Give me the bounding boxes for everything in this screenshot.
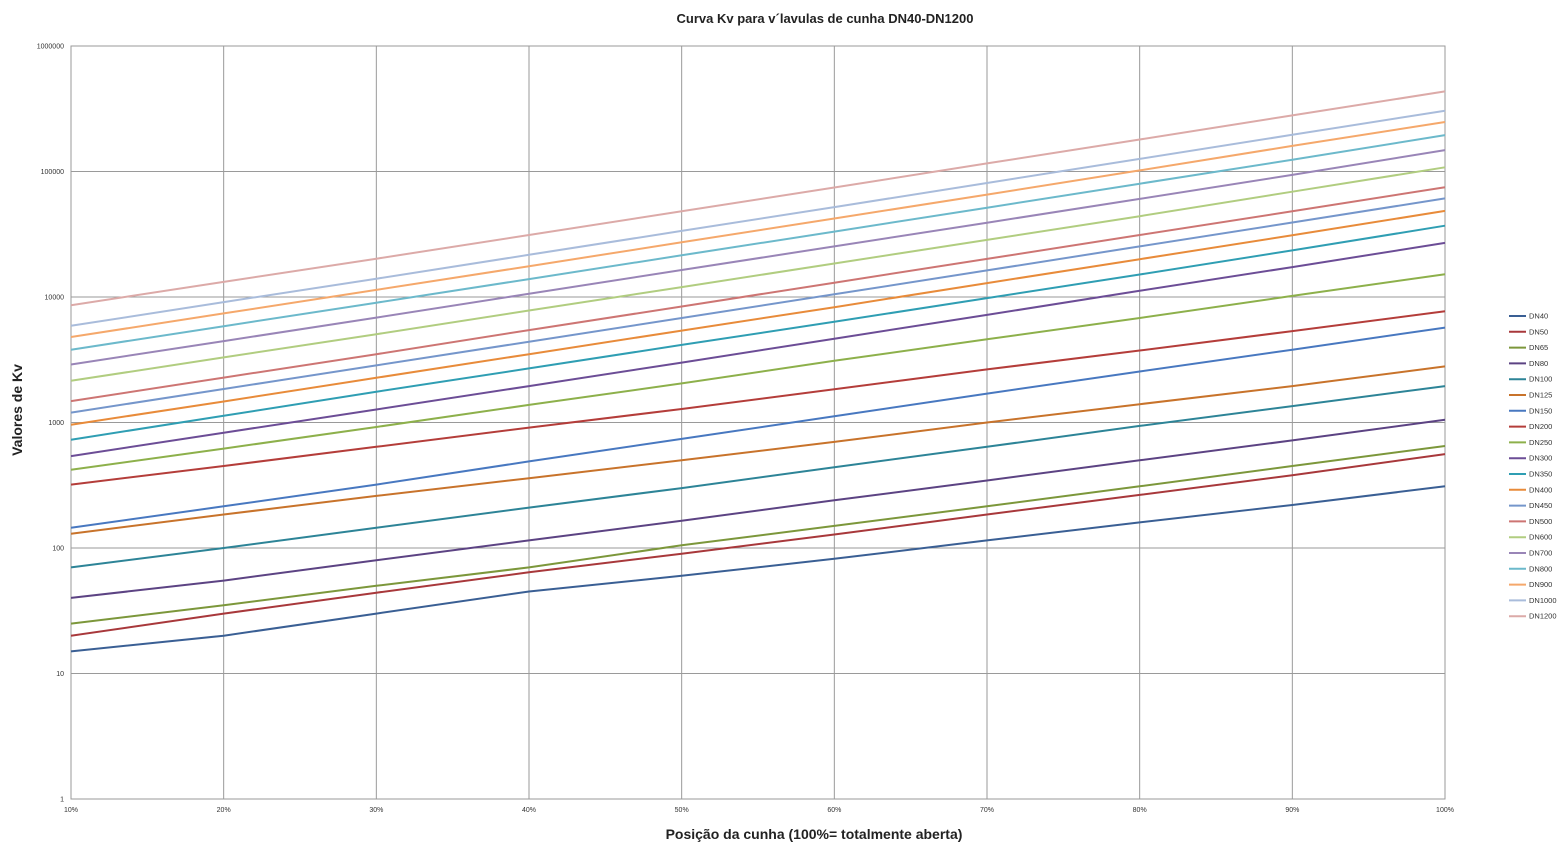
legend-label: DN40 <box>1529 312 1548 321</box>
x-axis-ticks: 10% 20% 30% 40% 50% 60% 70% 80% 90% 100% <box>64 807 1454 814</box>
legend-label: DN80 <box>1529 359 1548 368</box>
series-line-dn900 <box>70 121 1446 338</box>
legend-item-dn700: DN700 <box>1509 549 1552 558</box>
legend-item-dn450: DN450 <box>1509 501 1552 510</box>
legend-item-dn600: DN600 <box>1509 533 1552 542</box>
legend-item-dn40: DN40 <box>1509 312 1548 321</box>
legend-item-dn800: DN800 <box>1509 564 1552 573</box>
x-tick-label: 50% <box>675 807 689 814</box>
legend-item-dn400: DN400 <box>1509 485 1552 494</box>
legend-label: DN300 <box>1529 454 1552 463</box>
series-line-dn600 <box>70 166 1446 382</box>
legend-label: DN1000 <box>1529 596 1557 605</box>
legend-item-dn150: DN150 <box>1509 406 1552 415</box>
chart-title: Curva Kv para v´lavulas de cunha DN40-DN… <box>677 11 974 26</box>
series-line-dn40 <box>70 485 1446 653</box>
series-line-dn450 <box>70 197 1446 414</box>
y-tick-label: 10000 <box>45 295 65 302</box>
legend-item-dn350: DN350 <box>1509 470 1552 479</box>
legend-label: DN100 <box>1529 375 1552 384</box>
series-line-dn80 <box>70 418 1446 599</box>
legend-label: DN50 <box>1529 327 1548 336</box>
legend-label: DN200 <box>1529 422 1552 431</box>
legend-label: DN400 <box>1529 485 1552 494</box>
legend-item-dn100: DN100 <box>1509 375 1552 384</box>
y-tick-label: 1000000 <box>37 44 64 51</box>
series-line-dn65 <box>70 445 1446 625</box>
legend-label: DN150 <box>1529 406 1552 415</box>
series-line-dn250 <box>70 273 1446 471</box>
legend-label: DN500 <box>1529 517 1552 526</box>
y-tick-label: 1000 <box>48 420 64 427</box>
y-tick-label: 100000 <box>41 169 64 176</box>
legend-label: DN1200 <box>1529 612 1557 621</box>
series-line-dn1000 <box>70 109 1446 327</box>
x-tick-label: 100% <box>1436 807 1454 814</box>
legend-item-dn80: DN80 <box>1509 359 1548 368</box>
legend: DN40 DN50 DN65 DN80 DN100 DN125 DN150 DN200 DN25… <box>1509 312 1557 621</box>
series-line-dn300 <box>70 241 1446 458</box>
y-axis-ticks: 1 10 100 1000 10000 100000 1000000 <box>37 44 64 804</box>
legend-item-dn65: DN65 <box>1509 343 1548 352</box>
legend-label: DN900 <box>1529 580 1552 589</box>
legend-item-dn250: DN250 <box>1509 438 1552 447</box>
x-tick-label: 40% <box>522 807 536 814</box>
legend-label: DN450 <box>1529 501 1552 510</box>
legend-item-dn200: DN200 <box>1509 422 1552 431</box>
legend-item-dn125: DN125 <box>1509 391 1552 400</box>
series-line-dn400 <box>70 209 1446 426</box>
series-line-dn150 <box>70 326 1446 529</box>
legend-label: DN65 <box>1529 343 1548 352</box>
x-tick-label: 80% <box>1133 807 1147 814</box>
legend-label: DN350 <box>1529 470 1552 479</box>
legend-item-dn1200: DN1200 <box>1509 612 1557 621</box>
legend-item-dn900: DN900 <box>1509 580 1552 589</box>
x-tick-label: 90% <box>1285 807 1299 814</box>
legend-label: DN700 <box>1529 549 1552 558</box>
legend-item-dn500: DN500 <box>1509 517 1552 526</box>
plot-area-border <box>70 45 1446 800</box>
x-axis-title: Posição da cunha (100%= totalmente abert… <box>666 826 963 842</box>
x-tick-label: 10% <box>64 807 78 814</box>
series-line-dn700 <box>70 149 1446 366</box>
y-tick-label: 1 <box>60 797 64 804</box>
x-tick-label: 20% <box>217 807 231 814</box>
y-tick-label: 10 <box>56 671 64 678</box>
legend-label: DN250 <box>1529 438 1552 447</box>
series-line-dn800 <box>70 134 1446 351</box>
y-tick-label: 100 <box>52 546 64 553</box>
x-tick-label: 30% <box>369 807 383 814</box>
legend-item-dn300: DN300 <box>1509 454 1552 463</box>
series-line-dn200 <box>70 310 1446 486</box>
x-tick-label: 60% <box>827 807 841 814</box>
y-axis-title: Valores de Kv <box>9 364 25 456</box>
legend-label: DN600 <box>1529 533 1552 542</box>
legend-label: DN125 <box>1529 391 1552 400</box>
series-lines <box>70 90 1446 653</box>
series-line-dn350 <box>70 224 1446 441</box>
series-line-dn125 <box>70 365 1446 535</box>
legend-label: DN800 <box>1529 564 1552 573</box>
x-tick-label: 70% <box>980 807 994 814</box>
legend-item-dn50: DN50 <box>1509 327 1548 336</box>
legend-item-dn1000: DN1000 <box>1509 596 1557 605</box>
series-line-dn500 <box>70 186 1446 403</box>
series-line-dn1200 <box>70 90 1446 307</box>
series-line-dn100 <box>70 385 1446 569</box>
series-line-dn50 <box>70 453 1446 637</box>
